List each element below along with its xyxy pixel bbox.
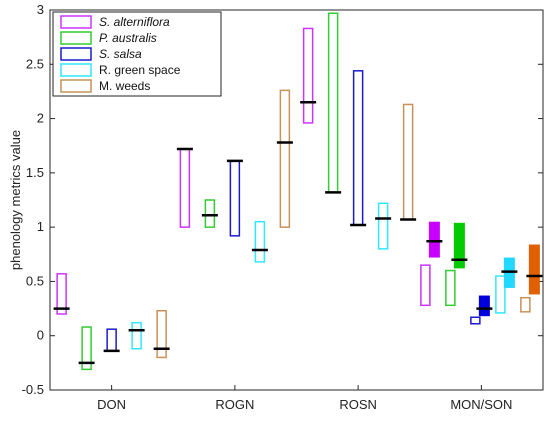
legend-box [52, 11, 222, 97]
box-rogn-1 [204, 199, 216, 228]
box-don-0 [56, 273, 67, 315]
x-tick-label: ROGN [215, 397, 254, 412]
x-tick-label: ROSN [339, 397, 377, 412]
box-son-0 [420, 264, 431, 307]
y-tick-label: 2 [37, 111, 44, 126]
legend-swatch [60, 15, 92, 29]
legend-swatch [60, 79, 92, 93]
box-rosn-3 [377, 202, 389, 250]
legend-swatch [60, 47, 92, 61]
legend-label: M. weeds [99, 79, 150, 93]
box-rosn-0 [302, 27, 314, 124]
box-mon-2 [478, 295, 490, 317]
legend-swatch [60, 31, 92, 45]
legend: S. alterniflora P. australis S. salsa R. gr… [52, 11, 222, 97]
y-tick-label: 1 [37, 219, 44, 234]
box-don-4 [156, 309, 167, 359]
box-don-3 [131, 321, 142, 350]
box-don-1 [81, 326, 92, 371]
x-axis-ticks: DON ROGN ROSN MON/SON [97, 385, 512, 412]
box-rogn-3 [254, 220, 266, 263]
legend-label: R. green space [99, 63, 181, 77]
box-son-3 [495, 275, 506, 314]
y-tick-label: -0.5 [22, 382, 44, 397]
box-mon-0 [428, 221, 440, 258]
box-son-2 [470, 316, 481, 325]
legend-label: P. australis [99, 31, 157, 45]
legend-swatch [60, 63, 92, 77]
box-son-1 [445, 269, 456, 307]
box-son-4 [520, 296, 531, 313]
box-rogn-4 [279, 89, 291, 228]
box-mon-1 [453, 222, 465, 269]
y-tick-label: 2.5 [26, 56, 44, 71]
y-tick-label: 1.5 [26, 165, 44, 180]
y-tick-label: 3 [37, 2, 44, 17]
x-tick-label: MON/SON [450, 397, 512, 412]
legend-label: S. alterniflora [99, 15, 170, 29]
y-tick-label: 0.5 [26, 273, 44, 288]
y-tick-label: 0 [37, 328, 44, 343]
x-tick-label: DON [97, 397, 126, 412]
y-axis-label: phenology metrics value [8, 130, 23, 270]
box-series [53, 12, 543, 371]
box-mon-4 [528, 244, 540, 295]
legend-label: S. salsa [99, 47, 142, 61]
